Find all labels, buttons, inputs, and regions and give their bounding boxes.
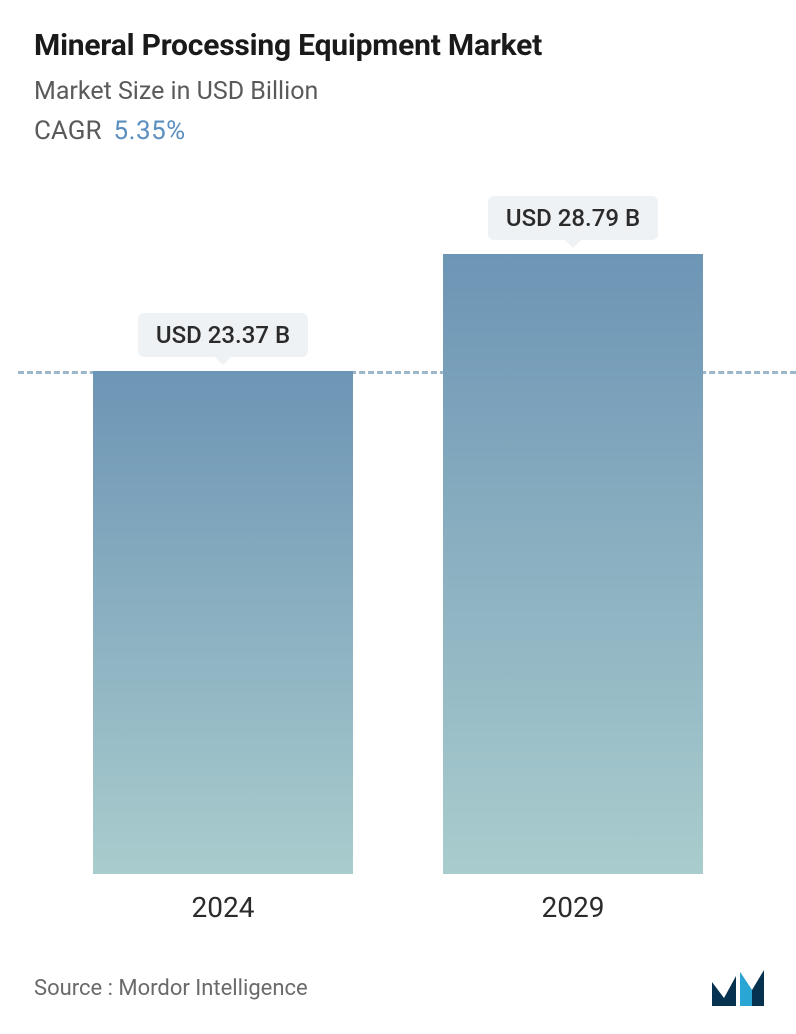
bar <box>443 254 703 874</box>
source-text: Source : Mordor Intelligence <box>34 976 308 1001</box>
footer: Source : Mordor Intelligence <box>34 968 768 1008</box>
bar-wrap: USD 23.37 B <box>93 313 353 874</box>
mordor-logo-icon <box>710 968 768 1008</box>
x-axis-label: 2024 <box>93 891 353 924</box>
cagr-label: CAGR <box>34 116 101 146</box>
value-pill: USD 28.79 B <box>488 196 658 240</box>
chart-area: USD 23.37 B USD 28.79 B 2024 2029 <box>0 190 796 924</box>
bar <box>93 371 353 874</box>
cagr-row: CAGR 5.35% <box>34 116 762 146</box>
x-axis: 2024 2029 <box>0 891 796 924</box>
chart-subtitle: Market Size in USD Billion <box>34 77 762 106</box>
bars-container: USD 23.37 B USD 28.79 B <box>0 190 796 874</box>
x-axis-label: 2029 <box>443 891 703 924</box>
value-pill: USD 23.37 B <box>138 313 308 357</box>
header: Mineral Processing Equipment Market Mark… <box>0 0 796 146</box>
cagr-value: 5.35% <box>113 116 185 146</box>
chart-title: Mineral Processing Equipment Market <box>34 28 762 63</box>
bar-wrap: USD 28.79 B <box>443 196 703 874</box>
